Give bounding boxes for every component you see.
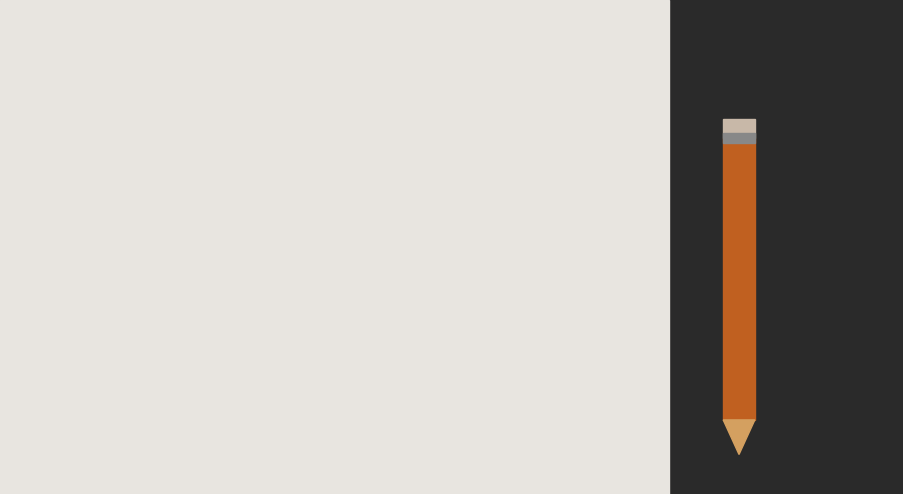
Polygon shape [722,133,754,143]
Text: Iodine heptafluoride: Iodine heptafluoride [59,420,225,437]
Text: 1.: 1. [23,53,38,70]
Text: Dinitrogen trioxide: Dinitrogen trioxide [59,237,214,253]
Text: 2.: 2. [23,99,38,116]
Text: Sulfur hexafluoride: Sulfur hexafluoride [59,191,217,208]
Text: Write the correct chemical formula for each covalent compound based on its name.: Write the correct chemical formula for e… [18,17,638,31]
Text: 6.: 6. [23,283,38,299]
Text: 8.: 8. [23,374,38,391]
Text: Oxygen difluoride: Oxygen difluoride [59,374,204,391]
Polygon shape [722,119,754,138]
Text: 7.: 7. [23,328,38,345]
Text: Tetraphosphorus decoxide: Tetraphosphorus decoxide [59,466,274,483]
Text: 10.: 10. [23,466,48,483]
Text: Carbon tetrachloride: Carbon tetrachloride [59,99,230,116]
Polygon shape [722,138,754,420]
Text: 9.: 9. [23,420,38,437]
Text: 5.: 5. [23,237,38,253]
Text: Phosphorus pentabromide: Phosphorus pentabromide [59,283,273,299]
Polygon shape [722,420,754,454]
Text: Nitrogen trifluoride: Nitrogen trifluoride [59,145,220,162]
Text: 3.: 3. [23,145,38,162]
Text: 4.: 4. [23,191,38,208]
Text: Chlorine dioxide: Chlorine dioxide [59,328,193,345]
Text: Diphosphorus tetraoxide: Diphosphorus tetraoxide [59,53,260,70]
